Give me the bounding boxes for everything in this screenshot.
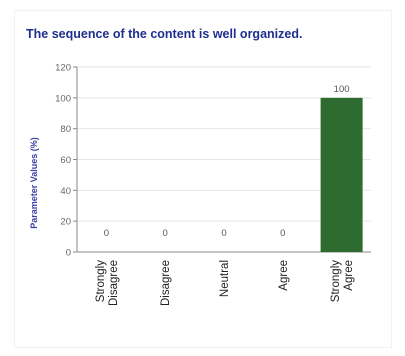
data-label: 100	[334, 84, 350, 95]
x-tick-label: Strongly	[95, 260, 107, 302]
bar	[320, 97, 363, 252]
x-tick-label: Disagree	[160, 260, 172, 306]
y-tick-label: 20	[60, 217, 71, 228]
data-label: 0	[163, 228, 168, 239]
data-label: 0	[104, 228, 109, 239]
x-tick-label: Agree	[343, 260, 355, 291]
x-tick-label: Agree	[278, 260, 290, 291]
data-label: 0	[221, 228, 226, 239]
y-tick-label: 120	[55, 63, 71, 74]
y-tick-label: 100	[55, 93, 71, 104]
x-tick-label: Disagree	[108, 260, 120, 306]
chart-title: The sequence of the content is well orga…	[26, 27, 303, 41]
y-tick-label: 40	[60, 186, 71, 197]
y-tick-label: 60	[60, 155, 71, 166]
data-label: 0	[280, 228, 285, 239]
y-tick-label: 0	[66, 248, 71, 259]
x-tick-label: Neutral	[219, 260, 231, 297]
x-tick-label: Strongly	[330, 260, 342, 302]
y-tick-label: 80	[60, 124, 71, 135]
